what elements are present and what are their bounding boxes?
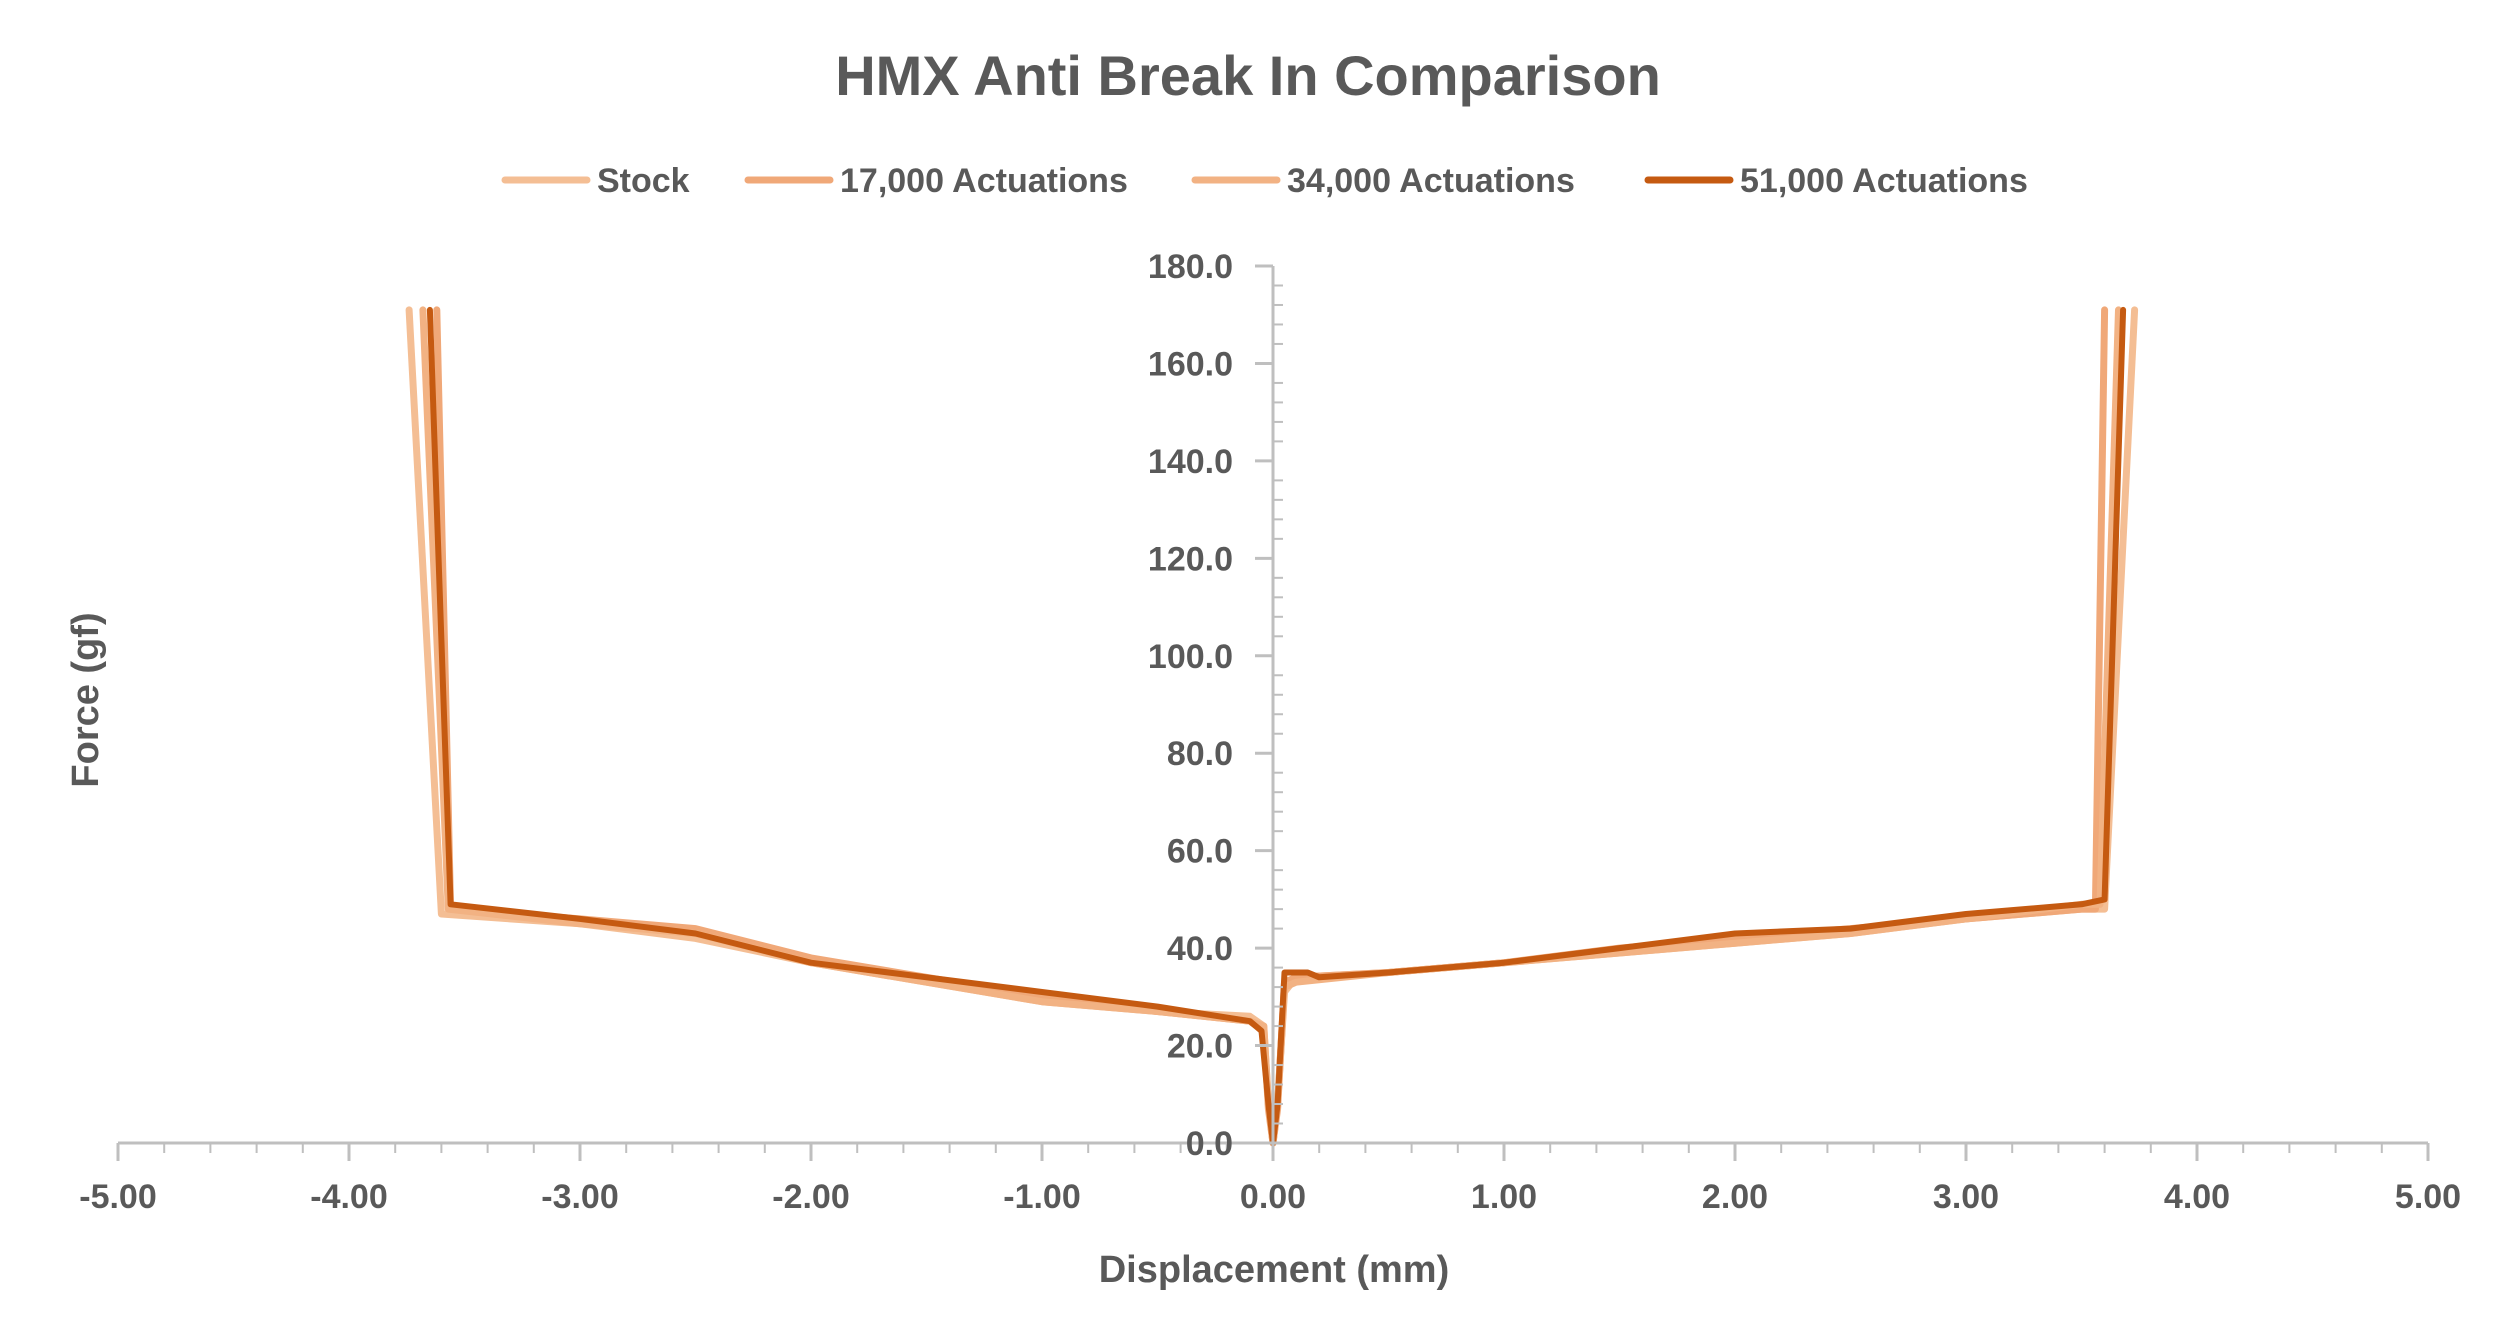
x-tick-label: -5.00 — [79, 1178, 157, 1216]
legend-label: 17,000 Actuations — [840, 162, 1128, 200]
x-tick-label: 2.00 — [1702, 1178, 1768, 1216]
y-tick-label: 100.0 — [1148, 638, 1233, 676]
series-line-2 — [433, 306, 2109, 1147]
series-line-4 — [426, 306, 2127, 1146]
y-tick-label: 80.0 — [1167, 735, 1233, 773]
plot-area: -5.00 -4.00 -3.00 -2.00 -1.00 0.00 1.00 2.00 3.0… — [79, 248, 2461, 1216]
legend: Stock 17,000 Actuations 34,000 Actuations 5… — [501, 162, 2028, 200]
y-tick-label: 20.0 — [1167, 1028, 1233, 1066]
legend-item-2: 17,000 Actuations — [744, 162, 1128, 200]
x-tick-label: -1.00 — [1003, 1178, 1081, 1216]
series-line-3 — [419, 306, 2122, 1147]
x-tick-label: 4.00 — [2164, 1178, 2230, 1216]
x-tick-label: -3.00 — [541, 1178, 619, 1216]
y-axis-title: Force (gf) — [65, 612, 107, 787]
y-tick-label: 140.0 — [1148, 443, 1233, 481]
y-axis-ticks: 0.0 20.0 40.0 60.0 80.0 100.0 120.0 140.0 160.0 1… — [1148, 248, 1283, 1163]
y-tick-label: 0.0 — [1186, 1125, 1233, 1163]
x-axis-title: Displacement (mm) — [1099, 1249, 1450, 1291]
x-tick-label: 1.00 — [1471, 1178, 1537, 1216]
legend-label: 51,000 Actuations — [1740, 162, 2028, 200]
y-tick-label: 60.0 — [1167, 833, 1233, 871]
legend-item-3: 34,000 Actuations — [1191, 162, 1575, 200]
y-tick-label: 180.0 — [1148, 248, 1233, 286]
legend-item-1: Stock — [501, 162, 690, 200]
x-tick-label: -4.00 — [310, 1178, 388, 1216]
x-axis-ticks: -5.00 -4.00 -3.00 -2.00 -1.00 0.00 1.00 2.00 3.0… — [79, 1143, 2461, 1216]
x-tick-label: -2.00 — [772, 1178, 850, 1216]
chart-title: HMX Anti Break In Comparison — [835, 44, 1661, 107]
legend-label: 34,000 Actuations — [1287, 162, 1575, 200]
x-tick-label: 0.00 — [1240, 1178, 1306, 1216]
x-tick-label: 5.00 — [2395, 1178, 2461, 1216]
x-tick-label: 3.00 — [1933, 1178, 1999, 1216]
y-tick-label: 40.0 — [1167, 930, 1233, 968]
y-tick-label: 120.0 — [1148, 540, 1233, 578]
y-tick-label: 160.0 — [1148, 345, 1233, 383]
legend-label: Stock — [597, 162, 690, 200]
legend-item-4: 51,000 Actuations — [1644, 162, 2028, 200]
